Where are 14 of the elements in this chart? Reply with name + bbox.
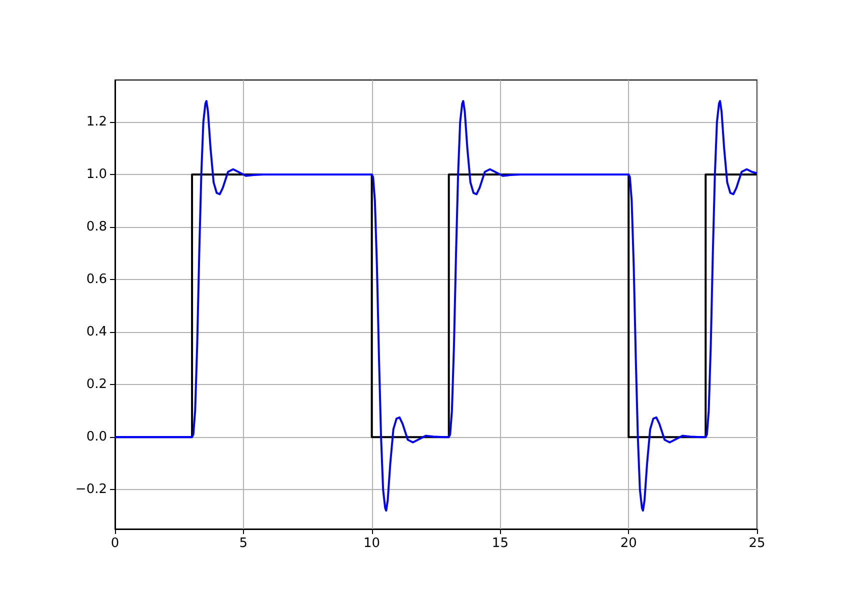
y-tick-label: 1.0 [86, 167, 107, 182]
x-tick-label: 20 [620, 536, 637, 551]
x-tick-label: 15 [492, 536, 508, 551]
y-tick-label: 0.2 [86, 377, 107, 392]
y-tick-label: 0.0 [86, 430, 107, 445]
x-tick-label: 10 [364, 536, 380, 551]
y-tick-label: 1.2 [86, 114, 107, 130]
x-tick-label: 5 [239, 536, 248, 551]
y-tick-label: 0.8 [86, 220, 107, 235]
x-tick-label: 0 [110, 536, 120, 551]
y-tick-label: −0.2 [75, 482, 107, 498]
x-tick-label: 25 [748, 536, 766, 551]
y-tick-label: 0.6 [86, 272, 107, 288]
y-tick-label: 0.4 [86, 324, 107, 340]
